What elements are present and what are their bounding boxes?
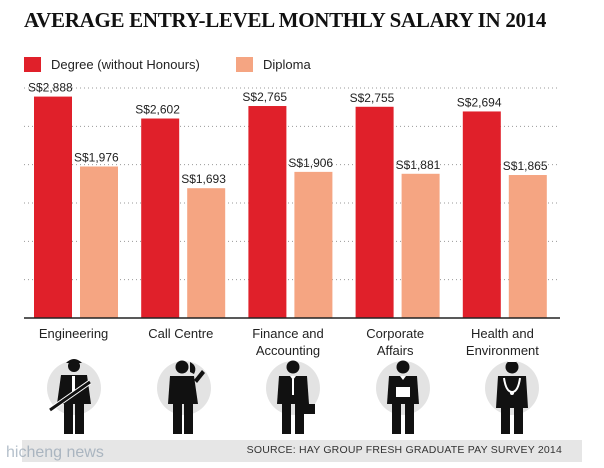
bar-diploma-1 (187, 188, 226, 318)
legend-item-diploma: Diploma (236, 55, 311, 73)
legend-item-degree: Degree (without Honours) (24, 55, 200, 73)
data-label-diploma-2: S$1,906 (288, 156, 333, 170)
data-label-degree-2: S$2,765 (242, 90, 287, 104)
data-label-degree-3: S$2,755 (350, 91, 395, 105)
call-centre-figure-icon (154, 358, 214, 443)
finance-figure-icon (263, 358, 323, 443)
category-label-0: Engineering (39, 326, 108, 341)
bar-chart: S$2,888 S$1,976 Engineering S$2,602 S$1,693 C… (24, 81, 560, 358)
bar-diploma-4 (508, 175, 547, 318)
page-title: AVERAGE ENTRY-LEVEL MONTHLY SALARY IN 20… (24, 8, 547, 32)
category-label-3-line-0: Corporate (366, 326, 424, 341)
bar-degree-3 (355, 106, 394, 319)
source-footer: SOURCE: HAY GROUP FRESH GRADUATE PAY SUR… (22, 440, 582, 462)
bar-diploma-3 (401, 173, 440, 318)
category-label-3-line-1: Affairs (377, 343, 414, 358)
category-label-1: Call Centre (148, 326, 213, 341)
data-label-diploma-0: S$1,976 (74, 151, 119, 165)
watermark: hicheng news (6, 444, 104, 461)
bar-diploma-0 (80, 166, 118, 318)
category-label-4-line-1: Environment (466, 343, 539, 358)
data-label-diploma-1: S$1,693 (181, 172, 226, 186)
legend-label-degree: Degree (without Honours) (51, 56, 200, 72)
healthcare-figure-icon (482, 358, 542, 443)
bar-diploma-2 (294, 171, 333, 318)
bar-degree-2 (248, 106, 287, 319)
bar-degree-1 (141, 118, 180, 318)
data-label-degree-0: S$2,888 (28, 81, 73, 95)
data-label-diploma-4: S$1,865 (503, 159, 548, 173)
source-text: SOURCE: HAY GROUP FRESH GRADUATE PAY SUR… (246, 444, 562, 456)
category-label-2-line-1: Accounting (256, 343, 320, 358)
category-label-4-line-0: Health and (471, 326, 534, 341)
legend-swatch-degree (24, 56, 41, 72)
data-label-diploma-3: S$1,881 (396, 158, 441, 172)
legend-swatch-diploma (236, 56, 253, 72)
bar-degree-0 (34, 96, 72, 318)
data-label-degree-4: S$2,694 (457, 95, 502, 109)
engineer-figure-icon (44, 358, 104, 443)
corporate-affairs-figure-icon (373, 358, 433, 443)
legend-label-diploma: Diploma (263, 56, 311, 72)
data-label-degree-1: S$2,602 (135, 103, 180, 117)
category-label-2-line-0: Finance and (252, 326, 324, 341)
bar-degree-4 (462, 111, 501, 319)
